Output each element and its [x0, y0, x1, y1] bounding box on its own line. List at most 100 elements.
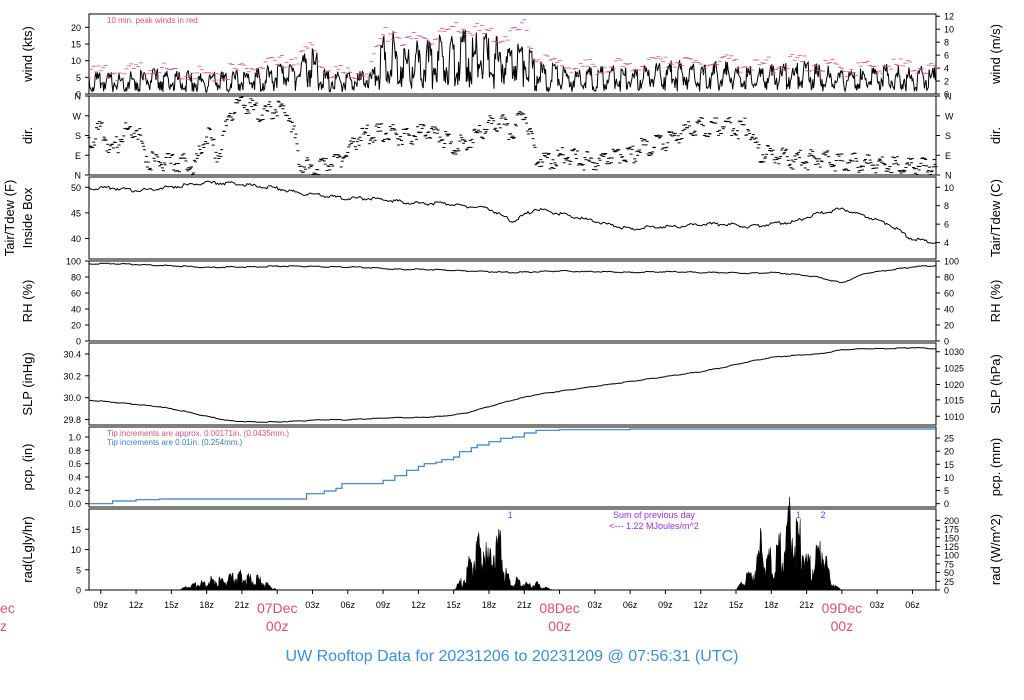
- time-tick-label: 12z: [693, 600, 708, 610]
- wind-series-line: [88, 29, 937, 94]
- rh-left-tick-label: 40: [71, 305, 81, 315]
- rad-marker-label: 1: [508, 510, 513, 520]
- temp-ylabel-right: Tair/Tdew (C): [988, 179, 1003, 257]
- slp-right-tick-label: 1015: [944, 395, 964, 405]
- rh-ylabel-right: RH (%): [988, 280, 1003, 323]
- day-time-label: 00z: [266, 618, 289, 634]
- dir-marks: [87, 95, 938, 176]
- rad-area-day-3: [735, 496, 842, 591]
- time-tick-label: 21z: [799, 600, 814, 610]
- time-tick-label: 18z: [482, 600, 497, 610]
- pcp-right-tick-label: 5: [944, 486, 949, 496]
- dir-left-tick-label: N: [75, 171, 82, 181]
- slp-left-tick-label: 30.2: [63, 371, 81, 381]
- dir-right-tick-label: S: [945, 131, 951, 141]
- wind-ylabel-right: wind (m/s): [988, 24, 1003, 85]
- rad-ylabel-right: rad (W/m^2): [988, 514, 1003, 585]
- dir-right-tick-label: W: [945, 111, 954, 121]
- rh-right-tick-label: 100: [944, 257, 959, 267]
- rad-right-tick-label: 200: [944, 516, 959, 526]
- slp-left-tick-label: 30.0: [63, 393, 81, 403]
- rad-left-tick-label: 10: [71, 545, 81, 555]
- pcp-left-tick-label: 0.4: [68, 473, 81, 483]
- wind-left-tick-label: 15: [71, 40, 81, 50]
- temp-left-tick-label: 50: [71, 183, 81, 193]
- rh-right-tick-label: 0: [944, 337, 949, 347]
- dir-left-tick-label: W: [73, 111, 82, 121]
- slp-right-tick-label: 1030: [944, 347, 964, 357]
- edge-date-label: ec: [0, 600, 15, 616]
- pcp-right-tick-label: 10: [944, 473, 954, 483]
- temp-right-tick-label: 6: [944, 220, 949, 230]
- time-tick-label: 21z: [517, 600, 532, 610]
- rad-right-tick-label: 0: [944, 586, 949, 596]
- time-tick-label: 18z: [199, 600, 214, 610]
- slp-left-tick-label: 30.4: [63, 349, 81, 359]
- dir-right-tick-label: N: [945, 92, 952, 102]
- temp-right-tick-label: 8: [944, 201, 949, 211]
- rad-area-day-1: [177, 569, 279, 591]
- rad-left-tick-label: 5: [76, 565, 81, 575]
- rad-right-tick-label: 50: [944, 568, 954, 578]
- pcp-left-tick-label: 0.2: [68, 486, 81, 496]
- time-tick-label: 03z: [588, 600, 603, 610]
- rad-right-tick-label: 150: [944, 533, 959, 543]
- rad-left-tick-label: 15: [71, 525, 81, 535]
- pcp-left-tick-label: 0.0: [68, 499, 81, 509]
- day-time-label: 00z: [548, 618, 571, 634]
- dir-right-tick-label: N: [945, 171, 952, 181]
- time-tick-label: 18z: [764, 600, 779, 610]
- pcp-left-tick-label: 0.6: [68, 459, 81, 469]
- time-tick-label: 06z: [905, 600, 920, 610]
- rad-right-tick-label: 175: [944, 525, 959, 535]
- slp-right-tick-label: 1010: [944, 412, 964, 422]
- rh-panel-frame: [88, 260, 937, 342]
- wind-right-tick-label: 6: [944, 51, 949, 61]
- wind-ylabel-left: wind (kts): [20, 26, 35, 83]
- pcp-note-red: Tip increments are approx. 0.00171in. (0…: [107, 429, 289, 438]
- slp-right-tick-label: 1025: [944, 364, 964, 374]
- pcp-left-tick-label: 1.0: [68, 433, 81, 443]
- time-tick-label: 03z: [305, 600, 320, 610]
- temp-right-tick-label: 4: [944, 238, 949, 248]
- slp-right-tick-label: 1020: [944, 380, 964, 390]
- rh-left-tick-label: 100: [66, 257, 81, 267]
- time-tick-label: 15z: [164, 600, 179, 610]
- rh-ylabel-left: RH (%): [20, 280, 35, 323]
- wind-right-tick-label: 12: [944, 12, 954, 22]
- pcp-left-tick-label: 0.8: [68, 446, 81, 456]
- rh-left-tick-label: 20: [71, 321, 81, 331]
- rad-note-line1: Sum of previous day: [613, 510, 696, 520]
- wind-right-tick-label: 8: [944, 38, 949, 48]
- slp-ylabel-right: SLP (hPa): [988, 354, 1003, 414]
- temp-panel-frame: [88, 176, 937, 260]
- pcp-ylabel-right: pcp. (mm): [988, 438, 1003, 497]
- slp-series-line: [88, 346, 937, 423]
- rad-note-line2: <--- 1.22 MJoules/m^2: [609, 521, 699, 531]
- pcp-right-tick-label: 15: [944, 460, 954, 470]
- chart-title: UW Rooftop Data for 20231206 to 20231209…: [285, 648, 739, 665]
- rad-left-tick-label: 0: [76, 586, 81, 596]
- slp-left-tick-label: 29.8: [63, 415, 81, 425]
- rad-right-tick-label: 100: [944, 551, 959, 561]
- dir-panel-frame: [88, 95, 937, 176]
- rad-right-tick-label: 75: [944, 559, 954, 569]
- slp-ylabel-left: SLP (inHg): [20, 352, 35, 415]
- time-tick-label: 03z: [870, 600, 885, 610]
- rh-left-tick-label: 80: [71, 273, 81, 283]
- pcp-panel-frame: [88, 426, 937, 508]
- wind-left-tick-label: 0: [76, 90, 81, 100]
- day-date-label: 07Dec: [257, 600, 297, 616]
- rh-right-tick-label: 40: [944, 305, 954, 315]
- dir-left-tick-label: N: [75, 92, 82, 102]
- time-tick-label: 06z: [623, 600, 638, 610]
- time-tick-label: 06z: [341, 600, 356, 610]
- time-tick-label: 15z: [729, 600, 744, 610]
- pcp-right-tick-label: 20: [944, 447, 954, 457]
- wind-right-tick-label: 2: [944, 77, 949, 87]
- rh-left-tick-label: 0: [76, 337, 81, 347]
- wind-left-tick-label: 10: [71, 56, 81, 66]
- time-tick-label: 09z: [658, 600, 673, 610]
- wind-right-tick-label: 10: [944, 25, 954, 35]
